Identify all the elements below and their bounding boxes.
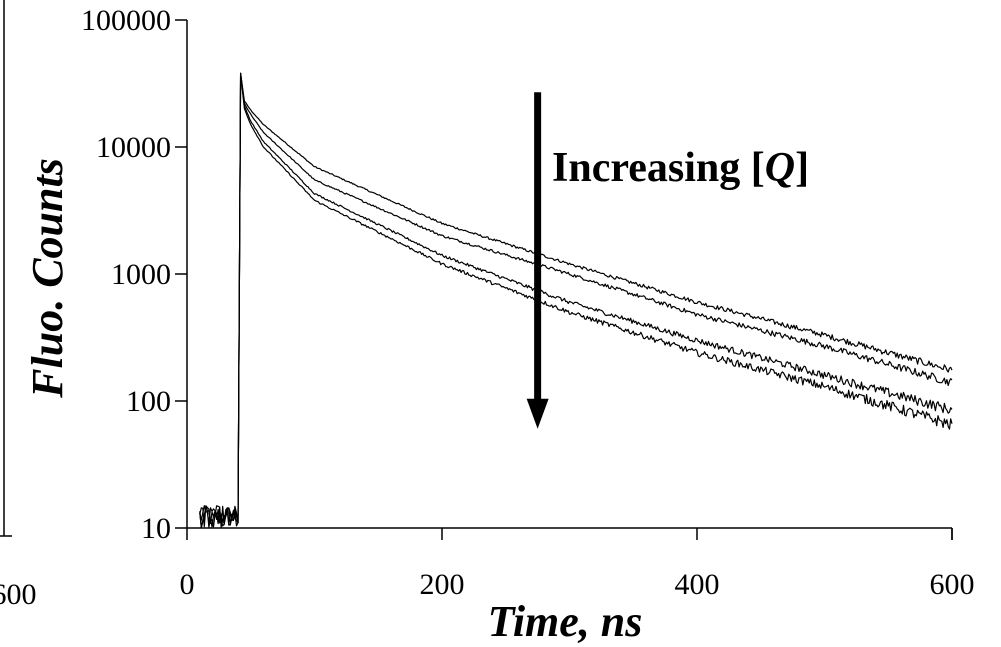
y-tick-label: 100000: [81, 4, 171, 37]
neighbor-tick-label: 600: [0, 578, 37, 611]
x-tick-label: 600: [930, 568, 975, 601]
decay-series-1: [199, 72, 953, 526]
annotation-label: Increasing [Q]: [552, 145, 809, 191]
y-tick-label: 1000: [111, 258, 171, 291]
quencher-arrow-head: [526, 398, 549, 429]
decay-series-2: [199, 72, 953, 529]
decay-series-3: [199, 72, 953, 529]
x-tick-label: 0: [180, 568, 195, 601]
x-axis-title: Time, ns: [488, 597, 643, 646]
x-ticks: 0 200 400 600: [180, 528, 975, 601]
y-axis-title: Fluo. Counts: [23, 158, 72, 399]
x-tick-label: 200: [420, 568, 465, 601]
y-tick-label: 10: [141, 512, 171, 545]
y-ticks: 10 100 1000 10000 100000: [81, 4, 187, 545]
decay-curves: [199, 72, 953, 529]
decay-series-4: [199, 72, 953, 528]
y-tick-label: 10000: [96, 131, 171, 164]
x-tick-label: 400: [675, 568, 720, 601]
y-tick-label: 100: [126, 385, 171, 418]
